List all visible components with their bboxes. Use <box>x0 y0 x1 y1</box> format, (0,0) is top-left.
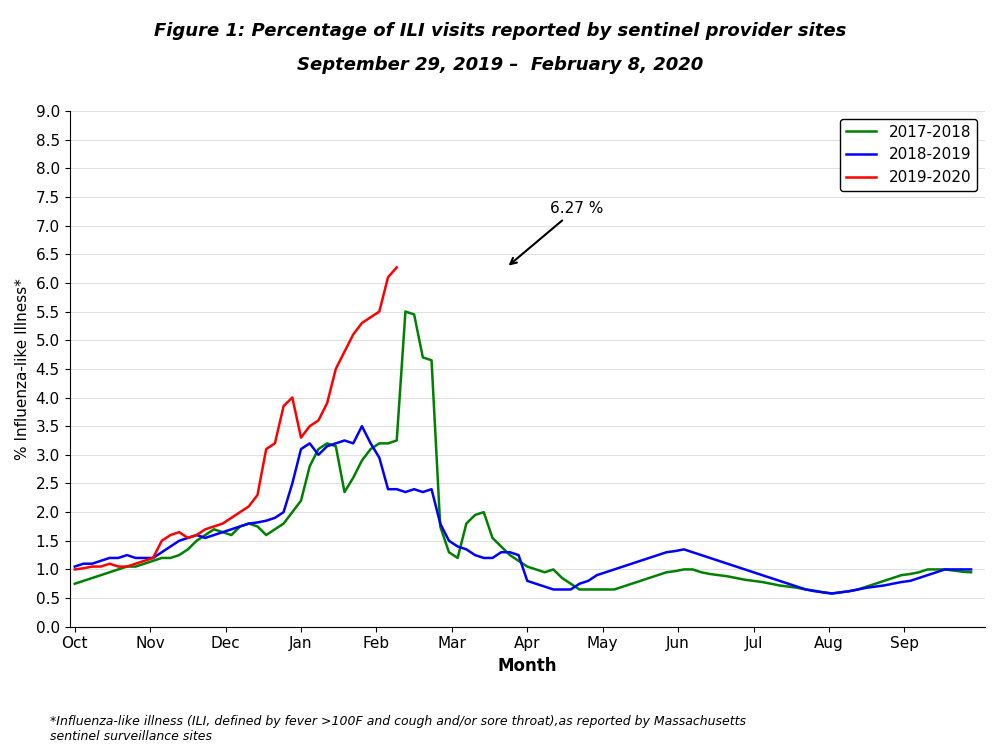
2019-2020 <box>234 508 246 517</box>
2019-2020 <box>95 562 107 571</box>
2018-2019 <box>356 422 368 430</box>
2019-2020 <box>156 536 168 545</box>
2019-2020 <box>347 330 359 339</box>
2019-2020 <box>330 364 342 374</box>
2019-2020 <box>86 562 98 571</box>
2019-2020 <box>373 307 385 316</box>
2019-2020 <box>182 533 194 542</box>
2018-2019 <box>948 565 960 574</box>
2017-2018 <box>69 579 81 588</box>
Legend: 2017-2018, 2018-2019, 2019-2020: 2017-2018, 2018-2019, 2019-2020 <box>840 118 977 191</box>
2018-2019 <box>69 562 81 571</box>
2019-2020 <box>382 273 394 282</box>
2019-2020 <box>365 313 377 322</box>
2019-2020 <box>269 439 281 448</box>
2019-2020 <box>138 556 150 566</box>
Text: 6.27 %: 6.27 % <box>510 201 603 264</box>
2019-2020 <box>321 399 333 408</box>
2019-2020 <box>251 490 263 500</box>
2018-2019 <box>965 565 977 574</box>
2017-2018 <box>826 589 838 598</box>
2019-2020 <box>312 416 324 425</box>
2019-2020 <box>217 519 229 528</box>
2019-2020 <box>104 560 116 568</box>
2019-2020 <box>339 347 351 356</box>
X-axis label: Month: Month <box>498 657 557 675</box>
2019-2020 <box>225 513 237 522</box>
Y-axis label: % Influenza-like Illness*: % Influenza-like Illness* <box>15 278 30 460</box>
2019-2020 <box>164 530 176 539</box>
Line: 2018-2019: 2018-2019 <box>75 426 971 593</box>
2017-2018 <box>330 442 342 451</box>
2019-2020 <box>304 422 316 430</box>
2019-2020 <box>69 565 81 574</box>
Line: 2019-2020: 2019-2020 <box>75 268 397 569</box>
2019-2020 <box>208 522 220 531</box>
2019-2020 <box>112 562 124 571</box>
2019-2020 <box>191 530 203 539</box>
2019-2020 <box>147 554 159 562</box>
2017-2018 <box>904 569 916 578</box>
2019-2020 <box>295 433 307 442</box>
2019-2020 <box>391 263 403 272</box>
2017-2018 <box>295 496 307 506</box>
2017-2018 <box>521 562 533 571</box>
Text: *Influenza-like illness (ILI, defined by fever >100F and cough and/or sore throa: *Influenza-like illness (ILI, defined by… <box>50 715 746 742</box>
Line: 2017-2018: 2017-2018 <box>75 311 971 593</box>
2019-2020 <box>260 445 272 454</box>
2019-2020 <box>286 393 298 402</box>
2017-2018 <box>399 307 411 316</box>
2018-2019 <box>826 589 838 598</box>
2017-2018 <box>965 568 977 577</box>
2017-2018 <box>948 566 960 575</box>
2019-2020 <box>356 319 368 328</box>
2018-2019 <box>95 556 107 566</box>
Text: Figure 1: Percentage of ILI visits reported by sentinel provider sites: Figure 1: Percentage of ILI visits repor… <box>154 22 846 40</box>
Text: September 29, 2019 –  February 8, 2020: September 29, 2019 – February 8, 2020 <box>297 56 703 74</box>
2019-2020 <box>121 562 133 571</box>
2017-2018 <box>95 571 107 580</box>
2019-2020 <box>199 525 211 534</box>
2019-2020 <box>243 502 255 511</box>
2019-2020 <box>278 401 290 410</box>
2018-2019 <box>904 577 916 586</box>
2018-2019 <box>295 445 307 454</box>
2019-2020 <box>77 564 89 573</box>
2018-2019 <box>330 439 342 448</box>
2019-2020 <box>173 528 185 537</box>
2019-2020 <box>130 560 142 568</box>
2018-2019 <box>521 577 533 586</box>
